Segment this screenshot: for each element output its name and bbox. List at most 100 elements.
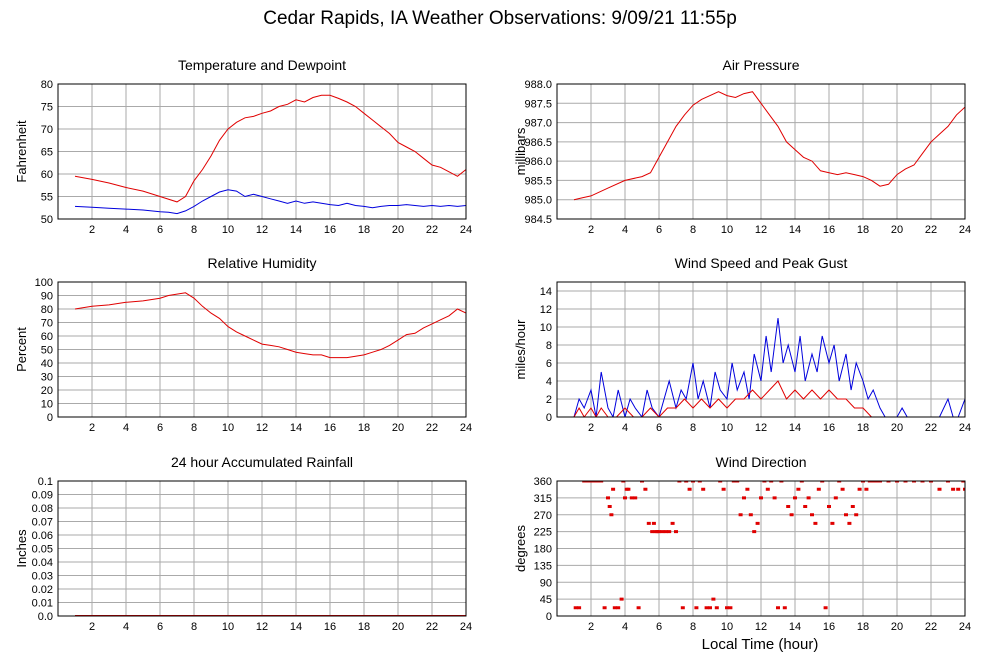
data-point <box>623 496 627 500</box>
y-axis-label: degrees <box>513 525 528 572</box>
x-tick-label: 10 <box>222 224 234 236</box>
data-point <box>650 530 655 534</box>
data-point <box>721 487 726 491</box>
y-tick-label: 270 <box>534 510 552 522</box>
x-tick-label: 8 <box>191 422 197 434</box>
data-point <box>585 481 590 483</box>
y-tick-label: 0.07 <box>32 517 53 529</box>
y-tick-label: 12 <box>540 304 552 316</box>
y-tick-label: 20 <box>41 385 53 397</box>
x-tick-label: 2 <box>89 621 95 633</box>
x-tick-label: 24 <box>959 621 971 633</box>
data-point <box>847 521 852 525</box>
page-title: Cedar Rapids, IA Weather Observations: 9… <box>263 8 737 29</box>
data-point <box>728 606 733 610</box>
data-point <box>725 606 729 610</box>
y-tick-label: 60 <box>41 331 53 343</box>
x-tick-label: 16 <box>823 224 835 236</box>
x-tick-label: 24 <box>460 621 472 633</box>
x-tick-label: 16 <box>324 224 336 236</box>
plot-frame <box>556 83 966 220</box>
data-point <box>895 481 899 483</box>
data-point <box>861 481 865 483</box>
data-point <box>779 481 784 483</box>
data-point <box>670 521 675 525</box>
data-point <box>796 487 801 491</box>
y-tick-label: 985.5 <box>524 175 552 187</box>
y-tick-label: 984.5 <box>524 214 552 226</box>
data-point <box>684 481 689 483</box>
data-point <box>857 487 862 491</box>
x-tick-label: 12 <box>755 621 767 633</box>
x-tick-label: 10 <box>721 621 733 633</box>
x-tick-label: 12 <box>755 224 767 236</box>
data-point <box>874 481 879 483</box>
x-tick-label: 12 <box>256 224 268 236</box>
x-tick-label: 18 <box>358 224 370 236</box>
y-axis-label: millibars <box>513 127 528 175</box>
y-tick-label: 50 <box>41 214 53 226</box>
data-point <box>691 481 695 483</box>
data-point <box>840 487 845 491</box>
x-tick-label: 18 <box>358 422 370 434</box>
y-tick-label: 985.0 <box>524 195 552 207</box>
x-tick-label: 24 <box>460 224 472 236</box>
data-point <box>871 481 876 483</box>
x-tick-label: 2 <box>588 224 594 236</box>
x-tick-label: 16 <box>324 422 336 434</box>
y-tick-label: 135 <box>534 560 552 572</box>
data-point <box>886 481 891 483</box>
data-point <box>816 487 821 491</box>
series-line-blue <box>573 317 965 417</box>
data-point <box>735 481 740 483</box>
y-tick-label: 40 <box>41 358 53 370</box>
series-line-red <box>74 292 466 359</box>
data-point <box>621 481 626 483</box>
data-point <box>755 521 760 525</box>
chart-title: 24 hour Accumulated Rainfall <box>171 454 353 470</box>
data-point <box>776 606 780 610</box>
x-tick-label: 18 <box>857 422 869 434</box>
data-point <box>759 496 763 500</box>
series-line-red <box>74 94 466 203</box>
x-tick-label: 4 <box>622 621 628 633</box>
data-point <box>772 496 777 500</box>
x-tick-label: 6 <box>157 621 163 633</box>
x-tick-label: 20 <box>392 224 404 236</box>
y-tick-label: 225 <box>534 527 552 539</box>
x-tick-label: 24 <box>959 224 971 236</box>
x-tick-label: 22 <box>925 621 937 633</box>
plot-frame <box>556 480 966 617</box>
data-point <box>660 530 665 534</box>
y-axis-label: Percent <box>14 327 29 372</box>
data-point <box>663 530 668 534</box>
data-point <box>606 496 610 500</box>
x-tick-label: 20 <box>891 621 903 633</box>
data-point <box>745 487 750 491</box>
y-tick-label: 0.06 <box>32 530 53 542</box>
x-tick-label: 18 <box>857 621 869 633</box>
data-point <box>694 606 699 610</box>
x-tick-label: 2 <box>89 422 95 434</box>
y-tick-label: 0.03 <box>32 571 53 583</box>
y-tick-label: 70 <box>41 124 53 136</box>
x-tick-label: 22 <box>426 422 438 434</box>
y-tick-label: 65 <box>41 147 53 159</box>
x-tick-label: 22 <box>426 621 438 633</box>
data-point <box>680 606 685 610</box>
x-tick-label: 4 <box>123 224 129 236</box>
data-point <box>920 481 925 483</box>
y-tick-label: 988.0 <box>524 79 552 91</box>
y-tick-label: 14 <box>540 286 552 298</box>
x-tick-label: 18 <box>358 621 370 633</box>
data-point <box>833 496 838 500</box>
x-tick-label: 18 <box>857 224 869 236</box>
y-tick-label: 75 <box>41 102 53 114</box>
data-point <box>595 481 600 483</box>
y-tick-label: 986.5 <box>524 137 552 149</box>
x-tick-label: 10 <box>222 422 234 434</box>
